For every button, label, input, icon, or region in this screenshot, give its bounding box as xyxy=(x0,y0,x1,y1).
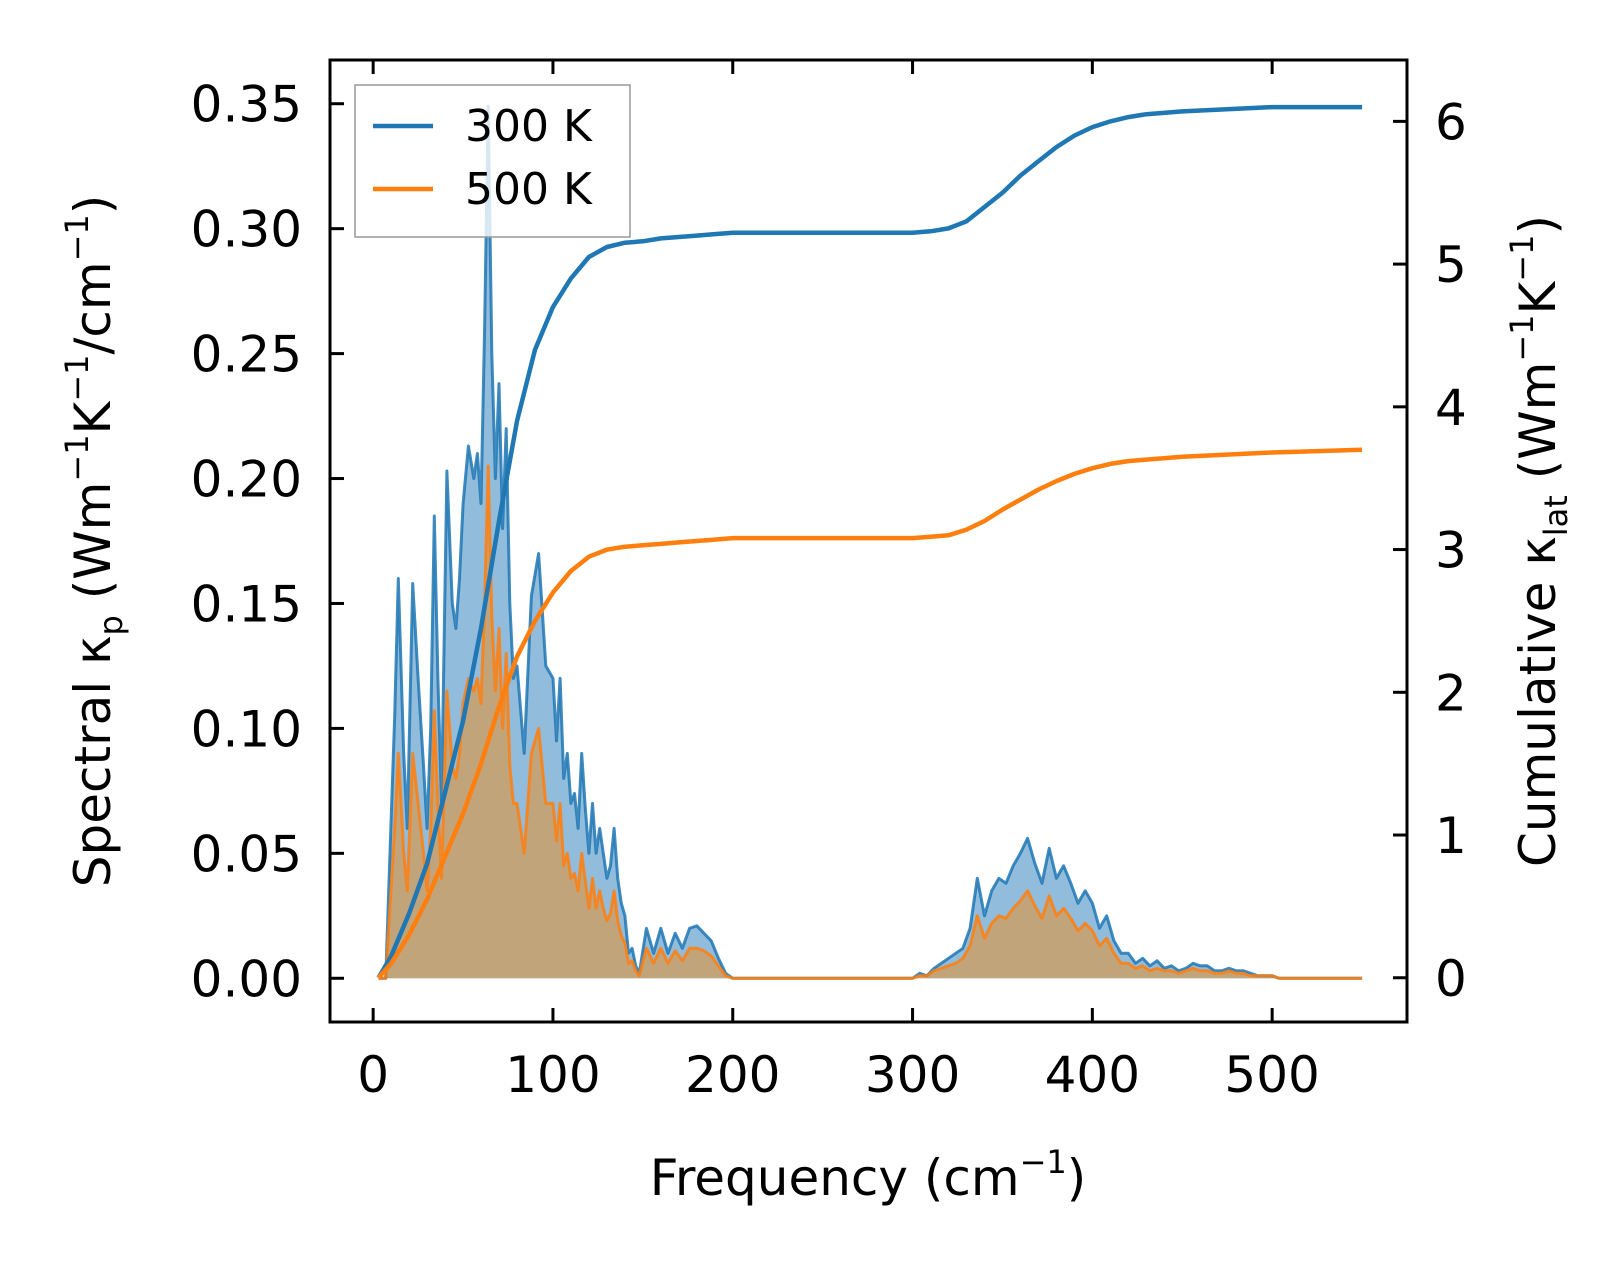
y-left-tick-label: 0.00 xyxy=(191,950,302,1008)
y-left-tick-label: 0.15 xyxy=(191,575,302,633)
y-right-tick-label: 1 xyxy=(1435,807,1467,865)
spectral-line-300k xyxy=(378,104,1363,980)
y-right-axis-ticks: 0 1 2 3 4 5 6 xyxy=(1393,93,1467,1008)
y-right-tick-label: 0 xyxy=(1435,950,1467,1008)
y-left-tick-label: 0.35 xyxy=(191,76,302,134)
legend-label-300k: 300 K xyxy=(465,101,593,152)
y-left-tick-label: 0.25 xyxy=(191,326,302,384)
y-right-tick-label: 4 xyxy=(1435,379,1467,437)
y-left-axis-ticks: 0.00 0.05 0.10 0.15 0.20 0.25 0.30 0.35 xyxy=(191,76,344,1008)
x-axis-title: Frequency (cm−1) xyxy=(650,1143,1087,1207)
x-tick-label: 500 xyxy=(1224,1046,1319,1104)
cumulative-lines xyxy=(376,104,1363,980)
axes-frame xyxy=(328,58,1409,1024)
y-left-tick-label: 0.20 xyxy=(191,451,302,509)
y-right-tick-label: 3 xyxy=(1435,522,1467,580)
legend: 300 K 500 K xyxy=(354,84,631,238)
spectral-lines xyxy=(378,104,1363,980)
cumulative-line-300k xyxy=(376,104,1363,979)
legend-label-500k: 500 K xyxy=(465,164,593,215)
cumulative-line-500k xyxy=(376,447,1363,980)
legend-box xyxy=(354,84,631,238)
x-axis-ticks: 0 100 200 300 400 500 xyxy=(357,60,1320,1104)
y-left-axis-title: Spectral κp (Wm−1K−1/cm−1) xyxy=(58,195,130,888)
y-left-tick-label: 0.30 xyxy=(191,201,302,259)
x-tick-label: 400 xyxy=(1045,1046,1140,1104)
y-left-tick-label: 0.10 xyxy=(191,700,302,758)
y-right-axis-title: Cumulative κlat (Wm−1K−1) xyxy=(1503,215,1575,867)
x-tick-label: 200 xyxy=(685,1046,780,1104)
y-right-tick-label: 5 xyxy=(1435,236,1467,294)
y-left-tick-label: 0.05 xyxy=(191,825,302,883)
spectral-line-500k xyxy=(378,464,1363,980)
y-right-tick-label: 2 xyxy=(1435,664,1467,722)
x-tick-label: 100 xyxy=(505,1046,600,1104)
plot-area xyxy=(376,104,1363,980)
spectral-area-500k xyxy=(378,466,1363,979)
spectral-fills xyxy=(378,106,1363,979)
x-tick-label: 0 xyxy=(357,1046,389,1104)
y-right-tick-label: 6 xyxy=(1435,93,1467,151)
x-tick-label: 300 xyxy=(865,1046,960,1104)
